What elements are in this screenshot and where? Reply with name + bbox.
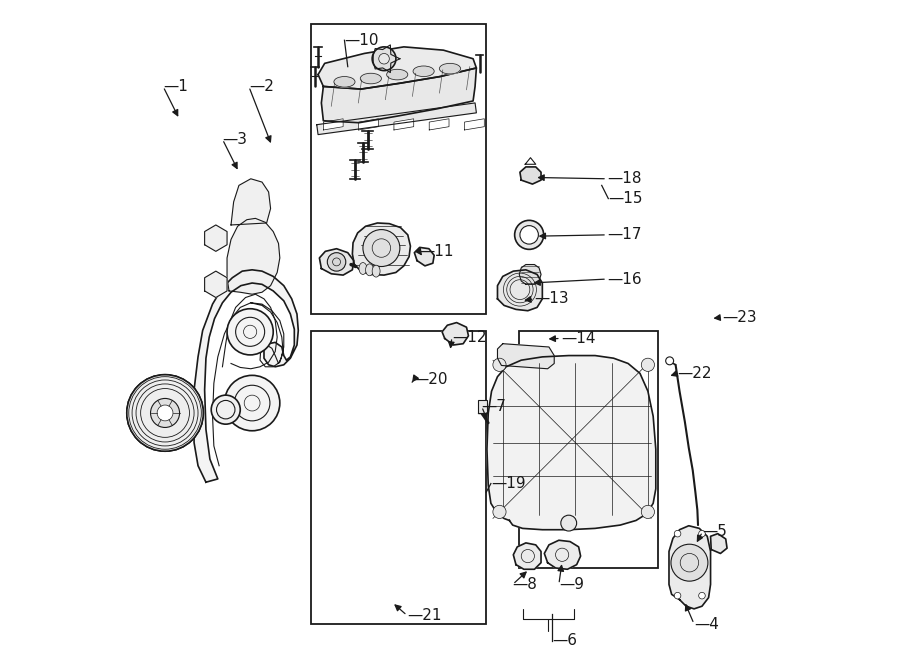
Polygon shape bbox=[544, 540, 580, 569]
Circle shape bbox=[363, 229, 400, 266]
Circle shape bbox=[698, 592, 706, 599]
Polygon shape bbox=[498, 344, 554, 369]
Circle shape bbox=[224, 375, 280, 431]
Polygon shape bbox=[414, 247, 434, 266]
Text: —2: —2 bbox=[248, 79, 274, 94]
Polygon shape bbox=[321, 68, 476, 123]
Polygon shape bbox=[358, 119, 378, 130]
Ellipse shape bbox=[334, 77, 355, 87]
Circle shape bbox=[227, 309, 274, 355]
Text: —17: —17 bbox=[607, 227, 642, 243]
Circle shape bbox=[158, 405, 173, 421]
Bar bbox=[311, 24, 486, 314]
Polygon shape bbox=[320, 249, 354, 275]
Polygon shape bbox=[669, 525, 710, 609]
Polygon shape bbox=[710, 533, 727, 553]
Text: —14: —14 bbox=[561, 331, 595, 346]
Ellipse shape bbox=[387, 69, 408, 80]
Ellipse shape bbox=[365, 264, 374, 276]
Text: —6: —6 bbox=[553, 633, 577, 648]
Bar bbox=[478, 400, 487, 413]
Circle shape bbox=[674, 530, 681, 537]
Circle shape bbox=[671, 544, 708, 581]
Text: —3: —3 bbox=[222, 132, 248, 147]
Ellipse shape bbox=[360, 73, 382, 84]
Polygon shape bbox=[231, 178, 271, 225]
Text: —8: —8 bbox=[513, 577, 537, 592]
Circle shape bbox=[561, 515, 577, 531]
Polygon shape bbox=[204, 225, 227, 251]
Polygon shape bbox=[394, 119, 414, 130]
Ellipse shape bbox=[359, 262, 367, 274]
Polygon shape bbox=[487, 356, 656, 529]
Ellipse shape bbox=[439, 63, 461, 74]
Circle shape bbox=[379, 54, 390, 64]
Text: —18: —18 bbox=[607, 171, 642, 186]
Polygon shape bbox=[429, 119, 449, 130]
Circle shape bbox=[212, 395, 240, 424]
Text: —10: —10 bbox=[345, 33, 379, 48]
Text: —19: —19 bbox=[491, 476, 526, 491]
Ellipse shape bbox=[373, 265, 380, 277]
Text: —7: —7 bbox=[482, 399, 507, 414]
Circle shape bbox=[642, 358, 654, 371]
Text: —20: —20 bbox=[414, 372, 448, 387]
Text: —9: —9 bbox=[559, 577, 584, 592]
Polygon shape bbox=[519, 264, 541, 284]
Circle shape bbox=[666, 357, 673, 365]
Circle shape bbox=[127, 375, 203, 451]
Circle shape bbox=[493, 505, 506, 518]
Text: —16: —16 bbox=[607, 272, 642, 287]
Text: —21: —21 bbox=[407, 608, 442, 623]
Circle shape bbox=[328, 253, 346, 271]
Text: —11: —11 bbox=[419, 244, 454, 259]
Text: —1: —1 bbox=[163, 79, 188, 94]
Text: —13: —13 bbox=[535, 292, 569, 306]
Text: —4: —4 bbox=[694, 617, 719, 631]
Polygon shape bbox=[513, 543, 541, 569]
Circle shape bbox=[698, 530, 706, 537]
Circle shape bbox=[515, 220, 544, 249]
Circle shape bbox=[493, 358, 506, 371]
Polygon shape bbox=[520, 167, 541, 184]
Polygon shape bbox=[204, 271, 227, 297]
Circle shape bbox=[642, 505, 654, 518]
Polygon shape bbox=[353, 223, 410, 275]
Circle shape bbox=[373, 47, 396, 71]
Polygon shape bbox=[317, 103, 476, 135]
Text: —12: —12 bbox=[452, 330, 487, 344]
Polygon shape bbox=[498, 270, 543, 311]
Bar bbox=[311, 330, 486, 624]
Bar bbox=[519, 330, 658, 568]
Polygon shape bbox=[227, 218, 280, 294]
Circle shape bbox=[520, 225, 538, 244]
Polygon shape bbox=[194, 270, 298, 483]
Circle shape bbox=[674, 592, 681, 599]
Polygon shape bbox=[318, 47, 476, 89]
Polygon shape bbox=[442, 323, 469, 345]
Polygon shape bbox=[323, 119, 343, 130]
Text: —5: —5 bbox=[703, 524, 727, 539]
Circle shape bbox=[150, 399, 180, 428]
Polygon shape bbox=[464, 119, 484, 130]
Text: —15: —15 bbox=[608, 191, 643, 206]
Text: —23: —23 bbox=[723, 310, 757, 325]
Text: —22: —22 bbox=[678, 366, 712, 381]
Ellipse shape bbox=[413, 66, 434, 77]
